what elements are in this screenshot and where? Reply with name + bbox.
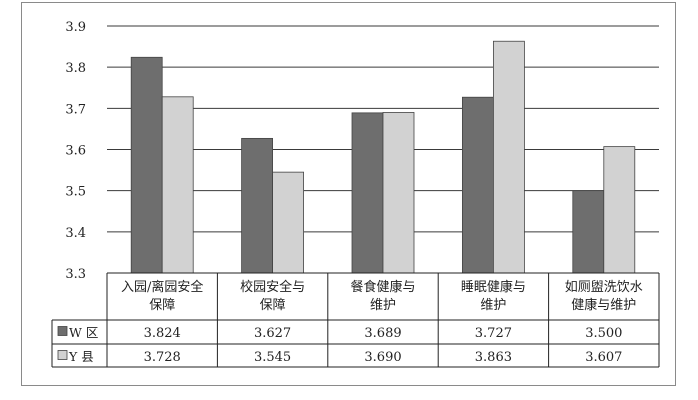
x-tick-label: 入园/离园安全 [121,279,203,295]
bar-w-3 [461,96,494,274]
bar-w-4 [572,190,605,274]
data-label: 3.824 [144,326,181,341]
bar-chart: 3.33.43.53.63.73.83.9入园/离园安全保障校园安全与保障餐食健… [51,20,660,368]
x-tick-label: 维护 [370,298,396,313]
chart-frame: 3.3 3.4 3.5 3.6 3.7 3.8 3.9 入园/离园安全 保障 校园安全与 保障 餐食健… [21,2,676,386]
x-tick-label: 保障 [149,298,175,313]
y-tick-label: 3.8 [65,61,86,76]
x-tick-label: 餐食健康与 [350,279,415,295]
x-tick-label: 维护 [480,298,506,313]
data-label: 3.863 [475,350,512,365]
data-label: 3.545 [254,350,291,365]
x-tick-label: 如厕盥洗饮水 [565,279,643,295]
y-tick-label: 3.3 [65,267,86,282]
bar-w-0 [130,56,163,274]
legend-swatch [57,326,68,336]
y-tick-label: 3.5 [65,185,86,200]
bar-y-0 [161,96,194,274]
bar-y-3 [492,40,525,274]
data-label: 3.690 [364,350,401,365]
bar-y-2 [382,112,415,274]
y-tick-label: 3.9 [65,20,86,35]
legend-swatch [57,350,68,360]
x-tick-label: 健康与维护 [571,297,636,313]
data-label: 3.607 [585,350,622,365]
legend-label: W 区 [69,325,98,340]
x-tick-label: 睡眠健康与 [461,279,526,295]
data-label: 3.689 [364,326,401,341]
data-label: 3.627 [254,326,291,341]
bar-y-1 [272,171,305,274]
y-tick-label: 3.6 [65,144,86,159]
x-tick-label: 保障 [260,298,286,313]
y-tick-label: 3.4 [65,226,86,241]
x-tick-label: 校园安全与 [240,279,305,295]
bar-w-2 [351,112,384,274]
data-label: 3.727 [475,326,512,341]
y-tick-label: 3.7 [65,102,86,117]
legend-label: Y 县 [68,349,94,364]
bar-y-4 [603,146,636,274]
data-label: 3.500 [585,326,622,341]
bar-w-1 [241,137,274,274]
data-label: 3.728 [144,350,181,365]
